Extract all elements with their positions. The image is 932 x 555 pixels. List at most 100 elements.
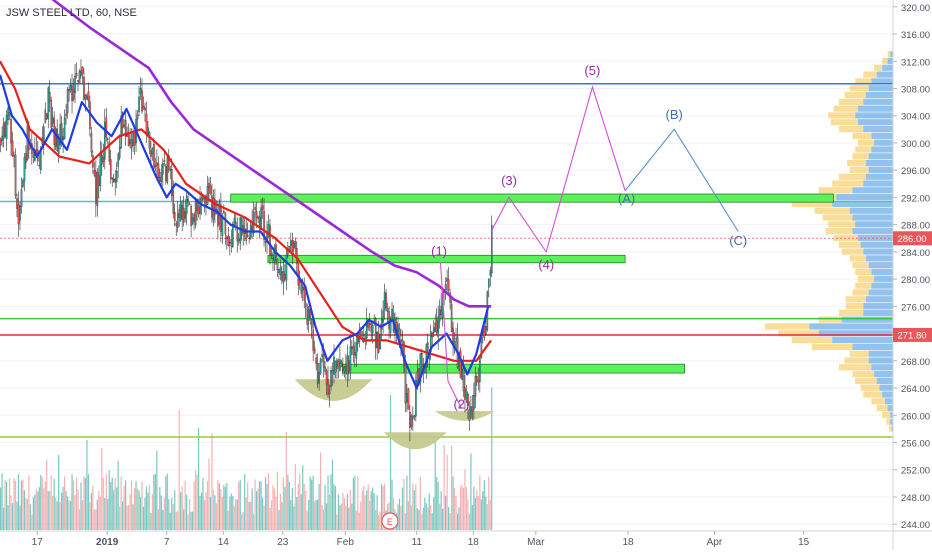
candle-body[interactable] xyxy=(7,107,9,120)
candle-body[interactable] xyxy=(313,347,316,354)
candle-body[interactable] xyxy=(351,347,353,349)
candle-body[interactable] xyxy=(13,155,15,157)
candle-body[interactable] xyxy=(148,131,151,149)
candle-body[interactable] xyxy=(284,274,286,280)
candle-body[interactable] xyxy=(0,138,2,145)
candle-body[interactable] xyxy=(310,319,313,329)
candle-body[interactable] xyxy=(296,248,298,264)
candle-body[interactable] xyxy=(63,117,66,140)
candle-body[interactable] xyxy=(147,127,149,135)
support-resistance-zone[interactable] xyxy=(267,254,626,264)
candle-body[interactable] xyxy=(367,322,370,328)
candle-body[interactable] xyxy=(483,326,486,338)
wave-2-leg[interactable] xyxy=(439,262,462,409)
candle-body[interactable] xyxy=(301,286,304,291)
candle-body[interactable] xyxy=(179,201,182,221)
candle-body[interactable] xyxy=(193,214,195,222)
candle-body[interactable] xyxy=(101,154,103,165)
candle-body[interactable] xyxy=(176,213,179,228)
candle-body[interactable] xyxy=(23,156,26,182)
candle-body[interactable] xyxy=(66,89,69,114)
candle-body[interactable] xyxy=(45,113,48,119)
candle-body[interactable] xyxy=(139,88,142,95)
moving-average-line[interactable] xyxy=(0,60,492,362)
candle-body[interactable] xyxy=(188,203,191,205)
candle-body[interactable] xyxy=(474,376,477,397)
candle-body[interactable] xyxy=(240,218,243,236)
candle-body[interactable] xyxy=(168,155,170,170)
candle-body[interactable] xyxy=(115,170,118,182)
candle-body[interactable] xyxy=(157,163,160,178)
candle-body[interactable] xyxy=(5,115,8,140)
candle-body[interactable] xyxy=(200,197,203,204)
candle-body[interactable] xyxy=(17,204,20,225)
candle-body[interactable] xyxy=(400,339,402,343)
candle-body[interactable] xyxy=(227,235,230,247)
candle-body[interactable] xyxy=(307,309,310,321)
candle-body[interactable] xyxy=(43,126,45,143)
candle-body[interactable] xyxy=(489,270,492,276)
candle-body[interactable] xyxy=(281,271,283,281)
candle-body[interactable] xyxy=(316,363,319,384)
corrective-wave-label[interactable]: (A) xyxy=(618,191,635,206)
candle-body[interactable] xyxy=(336,359,338,369)
candle-body[interactable] xyxy=(141,90,143,112)
candle-body[interactable] xyxy=(245,229,248,241)
candle-body[interactable] xyxy=(19,205,21,221)
candle-body[interactable] xyxy=(258,216,261,227)
candle-body[interactable] xyxy=(32,154,35,158)
candle-body[interactable] xyxy=(26,125,29,160)
candle-body[interactable] xyxy=(468,409,471,422)
candle-body[interactable] xyxy=(190,206,192,227)
candle-body[interactable] xyxy=(8,112,11,116)
candle-body[interactable] xyxy=(355,342,358,359)
support-resistance-zone[interactable] xyxy=(230,193,834,203)
candle-body[interactable] xyxy=(438,309,441,322)
candle-body[interactable] xyxy=(278,269,280,273)
candle-body[interactable] xyxy=(16,198,18,209)
candle-body[interactable] xyxy=(172,190,175,214)
candle-body[interactable] xyxy=(432,327,435,333)
candle-body[interactable] xyxy=(473,395,475,410)
candle-body[interactable] xyxy=(273,247,276,261)
candle-body[interactable] xyxy=(357,337,359,344)
candle-body[interactable] xyxy=(386,308,389,312)
candle-body[interactable] xyxy=(260,207,262,231)
candle-body[interactable] xyxy=(349,346,352,371)
candle-body[interactable] xyxy=(130,139,133,148)
candle-body[interactable] xyxy=(163,160,166,162)
candle-body[interactable] xyxy=(413,415,416,417)
cup-pattern[interactable] xyxy=(383,432,447,450)
candle-body[interactable] xyxy=(412,416,414,419)
candle-body[interactable] xyxy=(447,279,450,291)
candle-body[interactable] xyxy=(151,148,154,154)
candle-body[interactable] xyxy=(321,354,323,357)
candle-body[interactable] xyxy=(62,136,64,141)
candle-body[interactable] xyxy=(54,128,57,147)
candle-body[interactable] xyxy=(374,318,377,348)
candle-body[interactable] xyxy=(373,320,376,322)
candle-body[interactable] xyxy=(196,198,198,211)
support-resistance-zone[interactable] xyxy=(341,363,686,374)
candle-body[interactable] xyxy=(145,113,148,134)
candle-body[interactable] xyxy=(74,76,76,93)
candle-body[interactable] xyxy=(304,302,307,307)
candle-body[interactable] xyxy=(209,185,212,194)
candle-body[interactable] xyxy=(322,354,325,368)
candle-body[interactable] xyxy=(450,303,453,332)
candle-body[interactable] xyxy=(269,225,271,255)
candle-body[interactable] xyxy=(354,352,356,356)
candle-body[interactable] xyxy=(465,390,468,399)
candle-body[interactable] xyxy=(81,66,84,74)
candle-body[interactable] xyxy=(371,325,374,334)
candle-body[interactable] xyxy=(401,339,404,341)
candle-body[interactable] xyxy=(22,180,24,187)
candle-body[interactable] xyxy=(404,361,407,404)
candle-body[interactable] xyxy=(431,333,434,338)
candle-body[interactable] xyxy=(383,292,386,311)
candle-body[interactable] xyxy=(169,169,172,171)
candle-body[interactable] xyxy=(118,147,121,159)
candle-body[interactable] xyxy=(47,87,50,120)
candle-body[interactable] xyxy=(102,156,105,163)
